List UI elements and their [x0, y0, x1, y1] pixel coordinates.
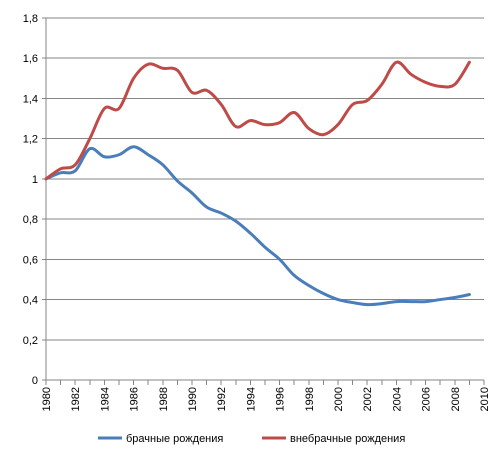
y-tick-label: 1 — [32, 174, 38, 186]
legend-label: брачные рождения — [126, 433, 223, 445]
x-tick-label: 2008 — [450, 387, 462, 411]
x-tick-label: 1990 — [187, 387, 199, 411]
x-tick-label: 1996 — [275, 387, 287, 411]
y-tick-label: 0,4 — [23, 295, 38, 307]
x-tick-label: 1982 — [70, 387, 82, 411]
axes — [42, 17, 485, 385]
x-tick-label: 1998 — [304, 387, 316, 411]
x-tick-label: 1988 — [158, 387, 170, 411]
y-tick-label: 0 — [32, 375, 38, 387]
y-tick-label: 1,2 — [23, 134, 38, 146]
legend-item-extramarital: внебрачные рождения — [262, 433, 405, 445]
y-tick-label: 1,4 — [23, 93, 38, 105]
x-tick-label: 1994 — [245, 387, 257, 411]
legend: брачные рождения внебрачные рождения — [98, 433, 405, 445]
y-tick-label: 0,2 — [23, 335, 38, 347]
y-tick-label: 0,6 — [23, 254, 38, 266]
x-tick-label: 1992 — [216, 387, 228, 411]
y-axis-tick-labels: 0 0,2 0,4 0,6 0,8 1 1,2 1,4 1,6 1,8 — [23, 13, 38, 387]
x-tick-label: 1984 — [99, 387, 111, 411]
y-tick-label: 1,6 — [23, 53, 38, 65]
x-tick-label: 2010 — [479, 387, 491, 411]
x-tick-label: 2004 — [391, 387, 403, 411]
y-tick-label: 1,8 — [23, 13, 38, 25]
x-tick-label: 2002 — [362, 387, 374, 411]
legend-label: внебрачные рождения — [290, 433, 405, 445]
x-tick-label: 1980 — [41, 387, 53, 411]
y-tick-label: 0,8 — [23, 214, 38, 226]
x-axis-tick-labels: 1980 1982 1984 1986 1988 1990 1992 1994 1996 1998… — [41, 387, 491, 411]
extramarital-births-line — [44, 60, 471, 181]
marital-births-line — [44, 145, 471, 307]
gridlines — [46, 17, 484, 341]
x-tick-label: 2006 — [421, 387, 433, 411]
x-tick-label: 1986 — [129, 387, 141, 411]
series-lines — [44, 60, 471, 307]
legend-item-marital: брачные рождения — [98, 433, 223, 445]
x-tick-label: 2000 — [333, 387, 345, 411]
